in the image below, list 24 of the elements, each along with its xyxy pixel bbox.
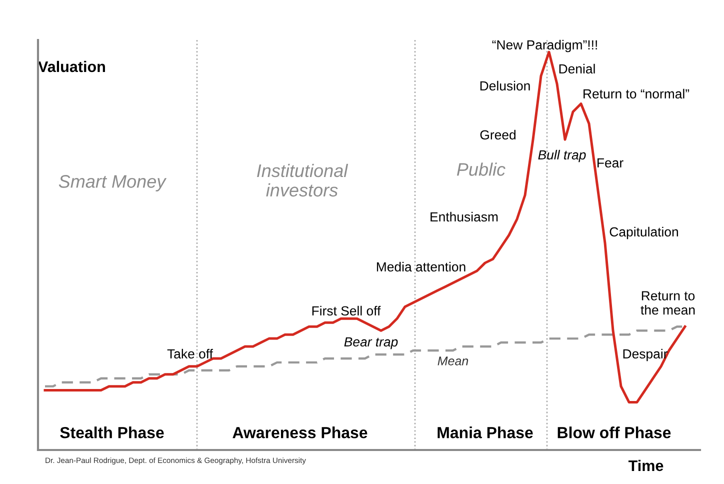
annotation: Return to “normal” (584, 88, 690, 99)
annotation: Public (456, 162, 506, 176)
annotation: Greed (480, 130, 516, 140)
annotation: Enthusiasm (430, 212, 498, 222)
annotation: Capitulation (610, 226, 678, 240)
annotation: Return to the mean (640, 291, 695, 315)
annotation: Smart Money (58, 175, 167, 192)
annotation: “New Paradigm”!!! (492, 40, 597, 52)
annotation: Stealth Phase (60, 426, 164, 438)
annotation: Bear trap (344, 337, 398, 350)
annotation: Take off (167, 348, 214, 359)
y-axis-title: Valuation (38, 60, 105, 72)
annotation: Bull trap (538, 150, 586, 162)
annotation: Denial (559, 64, 595, 74)
annotation: Delusion (480, 80, 530, 91)
annotation: Institutional investors (257, 164, 348, 197)
x-axis-title: Time (628, 460, 664, 472)
annotation: Fear (598, 158, 624, 168)
annotation: Blow off Phase (558, 426, 671, 438)
annotation: Mania Phase (438, 426, 533, 438)
annotation: First Sell off (312, 306, 381, 316)
annotation: Awareness Phase (232, 426, 368, 438)
annotation: Media attention (376, 262, 466, 272)
series-label: Mean (438, 356, 468, 366)
